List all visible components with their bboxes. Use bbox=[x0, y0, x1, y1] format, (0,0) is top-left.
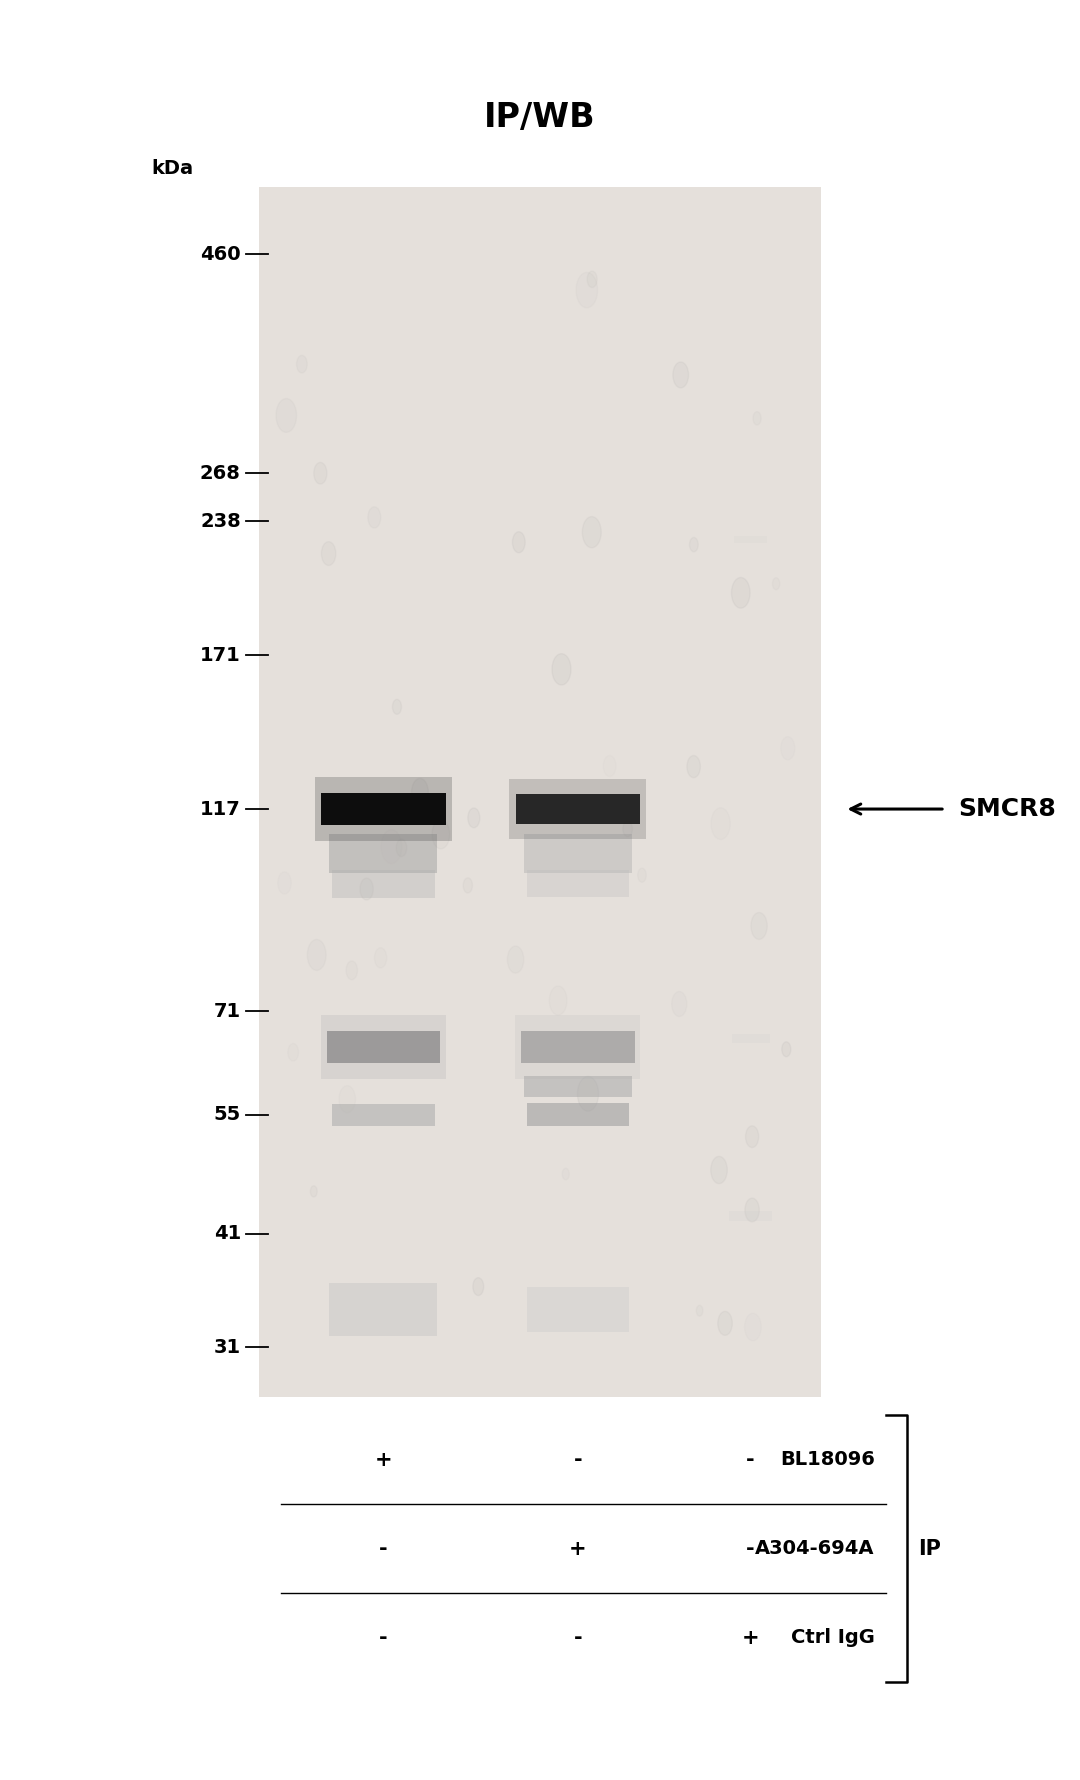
Circle shape bbox=[473, 1278, 484, 1296]
Circle shape bbox=[745, 1198, 759, 1221]
Circle shape bbox=[711, 1157, 727, 1184]
Circle shape bbox=[588, 271, 597, 288]
Bar bbox=[329, 835, 437, 874]
Text: +: + bbox=[569, 1538, 586, 1559]
Text: -: - bbox=[573, 1627, 582, 1648]
Text: IP: IP bbox=[918, 1538, 941, 1559]
Text: 117: 117 bbox=[200, 799, 241, 819]
Bar bbox=[527, 1287, 629, 1331]
Bar bbox=[527, 1104, 629, 1127]
Bar bbox=[321, 1015, 446, 1079]
Text: IP/WB: IP/WB bbox=[484, 100, 596, 134]
Circle shape bbox=[582, 516, 602, 548]
Circle shape bbox=[322, 541, 336, 566]
Bar bbox=[515, 1015, 640, 1079]
Text: 55: 55 bbox=[214, 1105, 241, 1125]
Bar bbox=[322, 794, 446, 826]
Circle shape bbox=[731, 577, 751, 609]
Text: +: + bbox=[742, 1627, 759, 1648]
Text: 268: 268 bbox=[200, 465, 241, 482]
Circle shape bbox=[578, 1077, 598, 1111]
Circle shape bbox=[463, 878, 472, 894]
Circle shape bbox=[392, 700, 402, 714]
Bar bbox=[734, 536, 767, 543]
Bar bbox=[510, 780, 646, 840]
Bar bbox=[524, 835, 632, 874]
Bar bbox=[329, 1283, 437, 1337]
Text: kDa: kDa bbox=[151, 158, 194, 178]
Bar bbox=[516, 794, 640, 824]
Text: SMCR8: SMCR8 bbox=[958, 797, 1056, 821]
Text: -: - bbox=[379, 1538, 388, 1559]
Text: 71: 71 bbox=[214, 1002, 241, 1022]
Circle shape bbox=[396, 838, 407, 856]
Circle shape bbox=[687, 755, 700, 778]
Text: -: - bbox=[746, 1449, 755, 1470]
Text: +: + bbox=[375, 1449, 392, 1470]
Circle shape bbox=[782, 1041, 791, 1057]
Text: A304-694A: A304-694A bbox=[755, 1540, 875, 1558]
Bar bbox=[527, 870, 629, 897]
Text: -: - bbox=[379, 1627, 388, 1648]
Circle shape bbox=[411, 778, 429, 806]
Text: BL18096: BL18096 bbox=[780, 1451, 875, 1468]
Bar bbox=[732, 1034, 770, 1043]
Circle shape bbox=[512, 532, 525, 554]
Bar bbox=[729, 1210, 772, 1221]
Text: 460: 460 bbox=[200, 246, 241, 263]
Text: -: - bbox=[573, 1449, 582, 1470]
Circle shape bbox=[552, 653, 571, 685]
Circle shape bbox=[689, 538, 698, 552]
Bar bbox=[259, 187, 821, 1397]
Circle shape bbox=[360, 878, 374, 901]
Text: 41: 41 bbox=[214, 1225, 241, 1244]
Circle shape bbox=[673, 361, 689, 388]
Circle shape bbox=[468, 808, 480, 828]
Circle shape bbox=[310, 1185, 318, 1196]
Bar bbox=[315, 778, 451, 842]
Text: Ctrl IgG: Ctrl IgG bbox=[791, 1629, 875, 1646]
Bar bbox=[333, 1104, 434, 1125]
Circle shape bbox=[751, 913, 767, 940]
Bar bbox=[326, 1031, 441, 1063]
Bar bbox=[522, 1031, 635, 1063]
Text: 31: 31 bbox=[214, 1337, 241, 1356]
Text: 238: 238 bbox=[200, 513, 241, 530]
Circle shape bbox=[745, 1125, 758, 1148]
Text: -: - bbox=[746, 1538, 755, 1559]
Bar bbox=[524, 1075, 632, 1096]
Circle shape bbox=[718, 1312, 732, 1335]
Text: 171: 171 bbox=[200, 646, 241, 664]
Bar bbox=[333, 870, 434, 899]
Circle shape bbox=[314, 463, 327, 484]
